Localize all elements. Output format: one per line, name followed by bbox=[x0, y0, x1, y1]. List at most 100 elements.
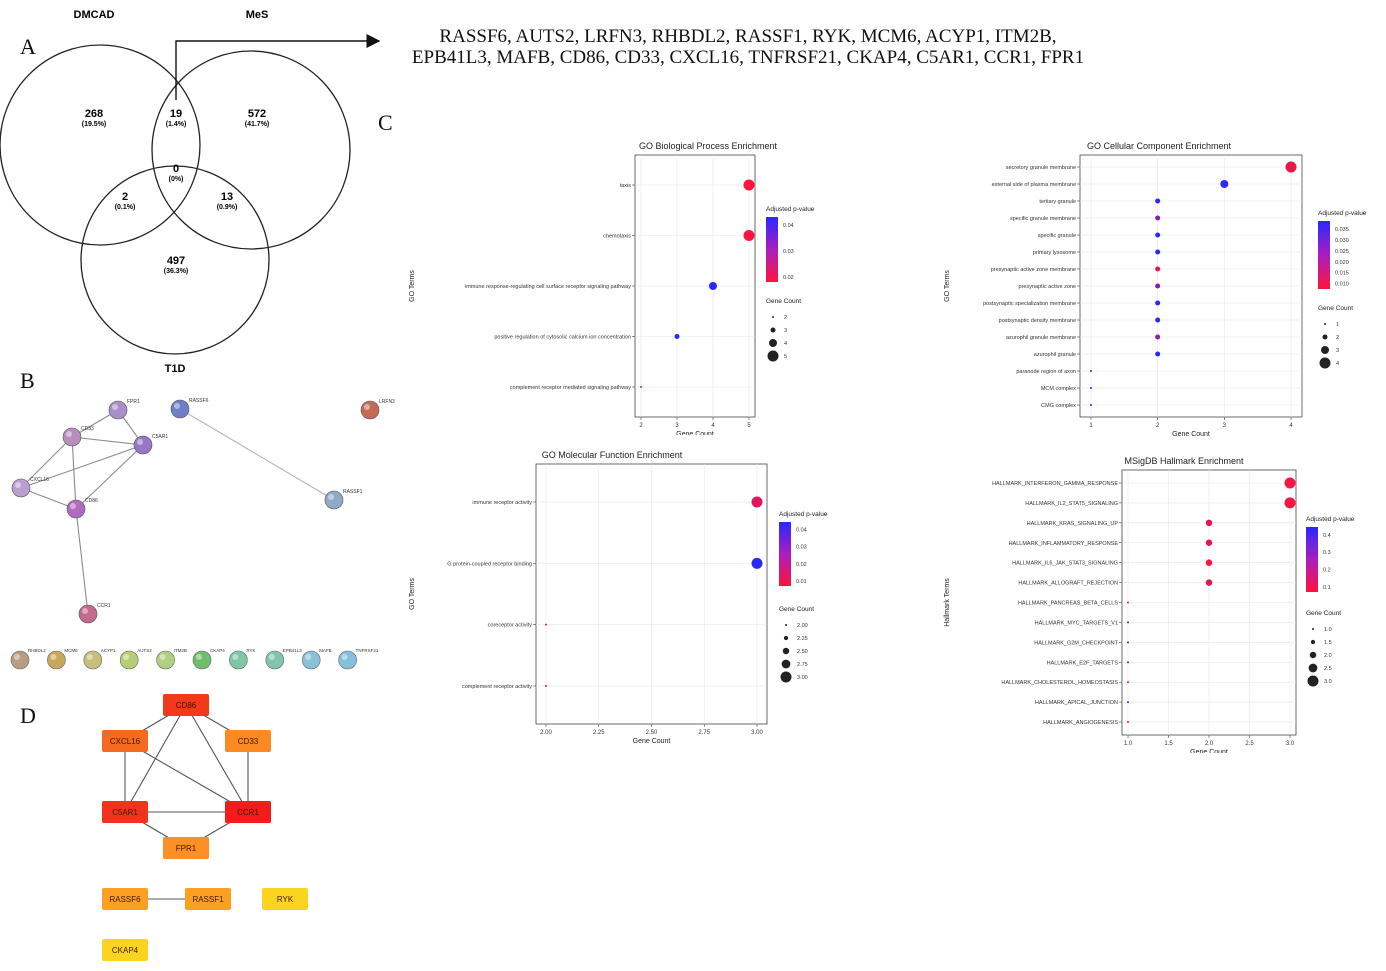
data-point-hallmark-angiogenesis bbox=[1127, 721, 1129, 723]
ppi-node-label: C5AR1 bbox=[152, 434, 168, 440]
venn-count-dmcad-t1d: 2 bbox=[122, 191, 128, 203]
size-legend-label: 2.50 bbox=[797, 649, 808, 655]
y-category-label: HALLMARK_KRAS_SIGNALING_UP bbox=[1027, 521, 1119, 527]
y-category-label: secretory granule membrane bbox=[1006, 165, 1076, 171]
size-legend-dot bbox=[769, 339, 777, 347]
size-legend-dot bbox=[1324, 323, 1326, 325]
ppi-node-highlight bbox=[50, 654, 57, 660]
data-point-immune-response-regulating-cell-surface-receptor-signaling-pathway bbox=[709, 282, 717, 290]
size-legend-dot bbox=[780, 671, 792, 683]
ppi-node-highlight bbox=[15, 482, 21, 488]
ppi-node-label: EPB41L3 bbox=[283, 648, 303, 653]
y-category-label: tertiary granule bbox=[1039, 199, 1076, 205]
hub-node-rassf6: RASSF6 bbox=[102, 888, 148, 910]
x-tick-label: 1 bbox=[1089, 423, 1093, 429]
color-legend-label: 0.010 bbox=[1335, 282, 1349, 288]
size-legend-dot bbox=[1319, 357, 1331, 369]
venn-count-dmcad-mes: 19 bbox=[170, 108, 182, 120]
size-legend-label: 3 bbox=[1336, 348, 1339, 354]
gene-list-line-2: EPB41L3, MAFB, CD86, CD33, CXCL16, TNFRS… bbox=[411, 47, 1085, 68]
x-tick-label: 2.5 bbox=[1245, 741, 1254, 747]
panel-label-b: B bbox=[20, 368, 35, 393]
y-category-label: HALLMARK_MYC_TARGETS_V1 bbox=[1035, 620, 1118, 626]
color-legend-label: 0.030 bbox=[1335, 238, 1349, 244]
ppi-node-label: RYK bbox=[246, 648, 255, 653]
data-point-mcm-complex bbox=[1090, 387, 1092, 389]
hub-node-label: CXCL16 bbox=[109, 736, 141, 746]
color-legend-title: Adjusted p-value bbox=[766, 206, 815, 213]
y-category-label: azurophil granule membrane bbox=[1006, 335, 1076, 341]
ppi-node-ryk bbox=[229, 650, 248, 670]
data-point-postsynaptic-density-membrane bbox=[1155, 317, 1161, 323]
ppi-nodes: FPR1 RASSF6 LRFN3 CD33 C5AR1 CXCL16 CD86 RASSF1… bbox=[11, 398, 395, 624]
ppi-node-cd86 bbox=[66, 499, 86, 519]
data-point-complement-receptor-activity bbox=[545, 685, 547, 687]
venn-count-mes-only: 572 bbox=[248, 108, 266, 120]
x-tick-label: 2 bbox=[639, 423, 643, 429]
y-category-label: azurophil granule bbox=[1034, 352, 1076, 358]
data-point-hallmark-e2f-targets bbox=[1127, 661, 1129, 664]
hub-node-cd86: CD86 bbox=[163, 694, 209, 716]
y-category-label: postsynaptic density membrane bbox=[999, 318, 1076, 324]
y-category-label: HALLMARK_PANCREAS_BETA_CELLS bbox=[1018, 601, 1118, 607]
y-category-label: postsynaptic specialization membrane bbox=[983, 301, 1076, 307]
color-legend-bar bbox=[1306, 527, 1318, 592]
ppi-node-highlight bbox=[123, 654, 130, 660]
hub-node-c5ar1: C5AR1 bbox=[102, 801, 148, 823]
y-category-label: HALLMARK_INFLAMMATORY_RESPONSE bbox=[1009, 541, 1119, 547]
ppi-node-label: MCM6 bbox=[64, 648, 78, 653]
x-tick-label: 2.50 bbox=[646, 730, 658, 736]
y-category-label: HALLMARK_IL2_STAT5_SIGNALING bbox=[1025, 501, 1118, 507]
x-tick-label: 1.5 bbox=[1164, 741, 1173, 747]
color-legend-title: Adjusted p-value bbox=[779, 511, 828, 518]
x-tick-label: 4 bbox=[1289, 423, 1293, 429]
data-point-coreceptor-activity bbox=[545, 623, 547, 626]
size-legend-dot bbox=[1310, 639, 1316, 645]
x-tick-label: 2 bbox=[1156, 423, 1160, 429]
ppi-node-cd33 bbox=[62, 427, 82, 447]
color-legend-label: 0.02 bbox=[783, 275, 794, 281]
ppi-node-label: ITM2B bbox=[174, 648, 187, 653]
color-legend-label: 0.02 bbox=[796, 562, 807, 568]
venn-count-mes-t1d: 13 bbox=[221, 191, 233, 203]
size-legend-dot bbox=[1307, 675, 1319, 687]
data-point-presynaptic-active-zone bbox=[1155, 283, 1161, 289]
ppi-node-label: RASSF6 bbox=[189, 398, 209, 404]
y-category-label: coreceptor activity bbox=[488, 623, 533, 629]
size-legend-title: Gene Count bbox=[779, 606, 814, 613]
data-point-specific-granule bbox=[1155, 232, 1161, 238]
hub-node-label: RYK bbox=[276, 894, 294, 904]
size-legend-label: 4 bbox=[784, 341, 787, 347]
chart-title: GO Biological Process Enrichment bbox=[639, 141, 778, 151]
size-legend-label: 5 bbox=[784, 354, 787, 360]
x-tick-label: 1.0 bbox=[1124, 741, 1133, 747]
y-category-label: positive regulation of cytosolic calcium… bbox=[494, 335, 631, 341]
x-axis-label: Gene Count bbox=[676, 431, 714, 435]
ppi-node-lrfn3 bbox=[360, 400, 380, 420]
hub-node-cxcl16: CXCL16 bbox=[102, 730, 148, 752]
ppi-node-fpr1 bbox=[108, 400, 128, 420]
y-category-label: MCM complex bbox=[1041, 386, 1076, 392]
size-legend-label: 1.0 bbox=[1324, 627, 1332, 633]
ppi-node-mafb bbox=[301, 650, 321, 670]
ppi-node-highlight bbox=[268, 654, 275, 660]
y-category-label: specific granule membrane bbox=[1010, 216, 1076, 222]
overlap-arrow bbox=[175, 34, 381, 100]
data-point-primary-lysosome bbox=[1155, 249, 1161, 255]
hub-node-rassf1: RASSF1 bbox=[185, 888, 231, 910]
ppi-node-label: LRFN3 bbox=[379, 399, 395, 405]
data-point-hallmark-cholesterol-homeostasis bbox=[1127, 681, 1129, 684]
ppi-node-highlight bbox=[341, 654, 348, 660]
hub-node-label: RASSF1 bbox=[192, 894, 224, 904]
x-axis-label: Gene Count bbox=[1190, 749, 1228, 753]
ppi-node-highlight bbox=[137, 439, 143, 445]
ppi-node-highlight bbox=[364, 404, 370, 410]
data-point-hallmark-kras-signaling-up bbox=[1205, 519, 1213, 527]
venn-pct-mes-only: (41.7%) bbox=[245, 121, 270, 128]
color-legend-label: 0.03 bbox=[783, 249, 794, 255]
ppi-node-c5ar1 bbox=[133, 435, 153, 455]
data-point-hallmark-myc-targets-v1 bbox=[1127, 621, 1129, 624]
data-point-cmg-complex bbox=[1090, 404, 1092, 406]
chart-msigdb-hallmark: MSigDB Hallmark Enrichment 1.0 1.5 2.0 2.5 3.… bbox=[944, 456, 1355, 753]
venn-circle-t1d bbox=[80, 165, 270, 355]
